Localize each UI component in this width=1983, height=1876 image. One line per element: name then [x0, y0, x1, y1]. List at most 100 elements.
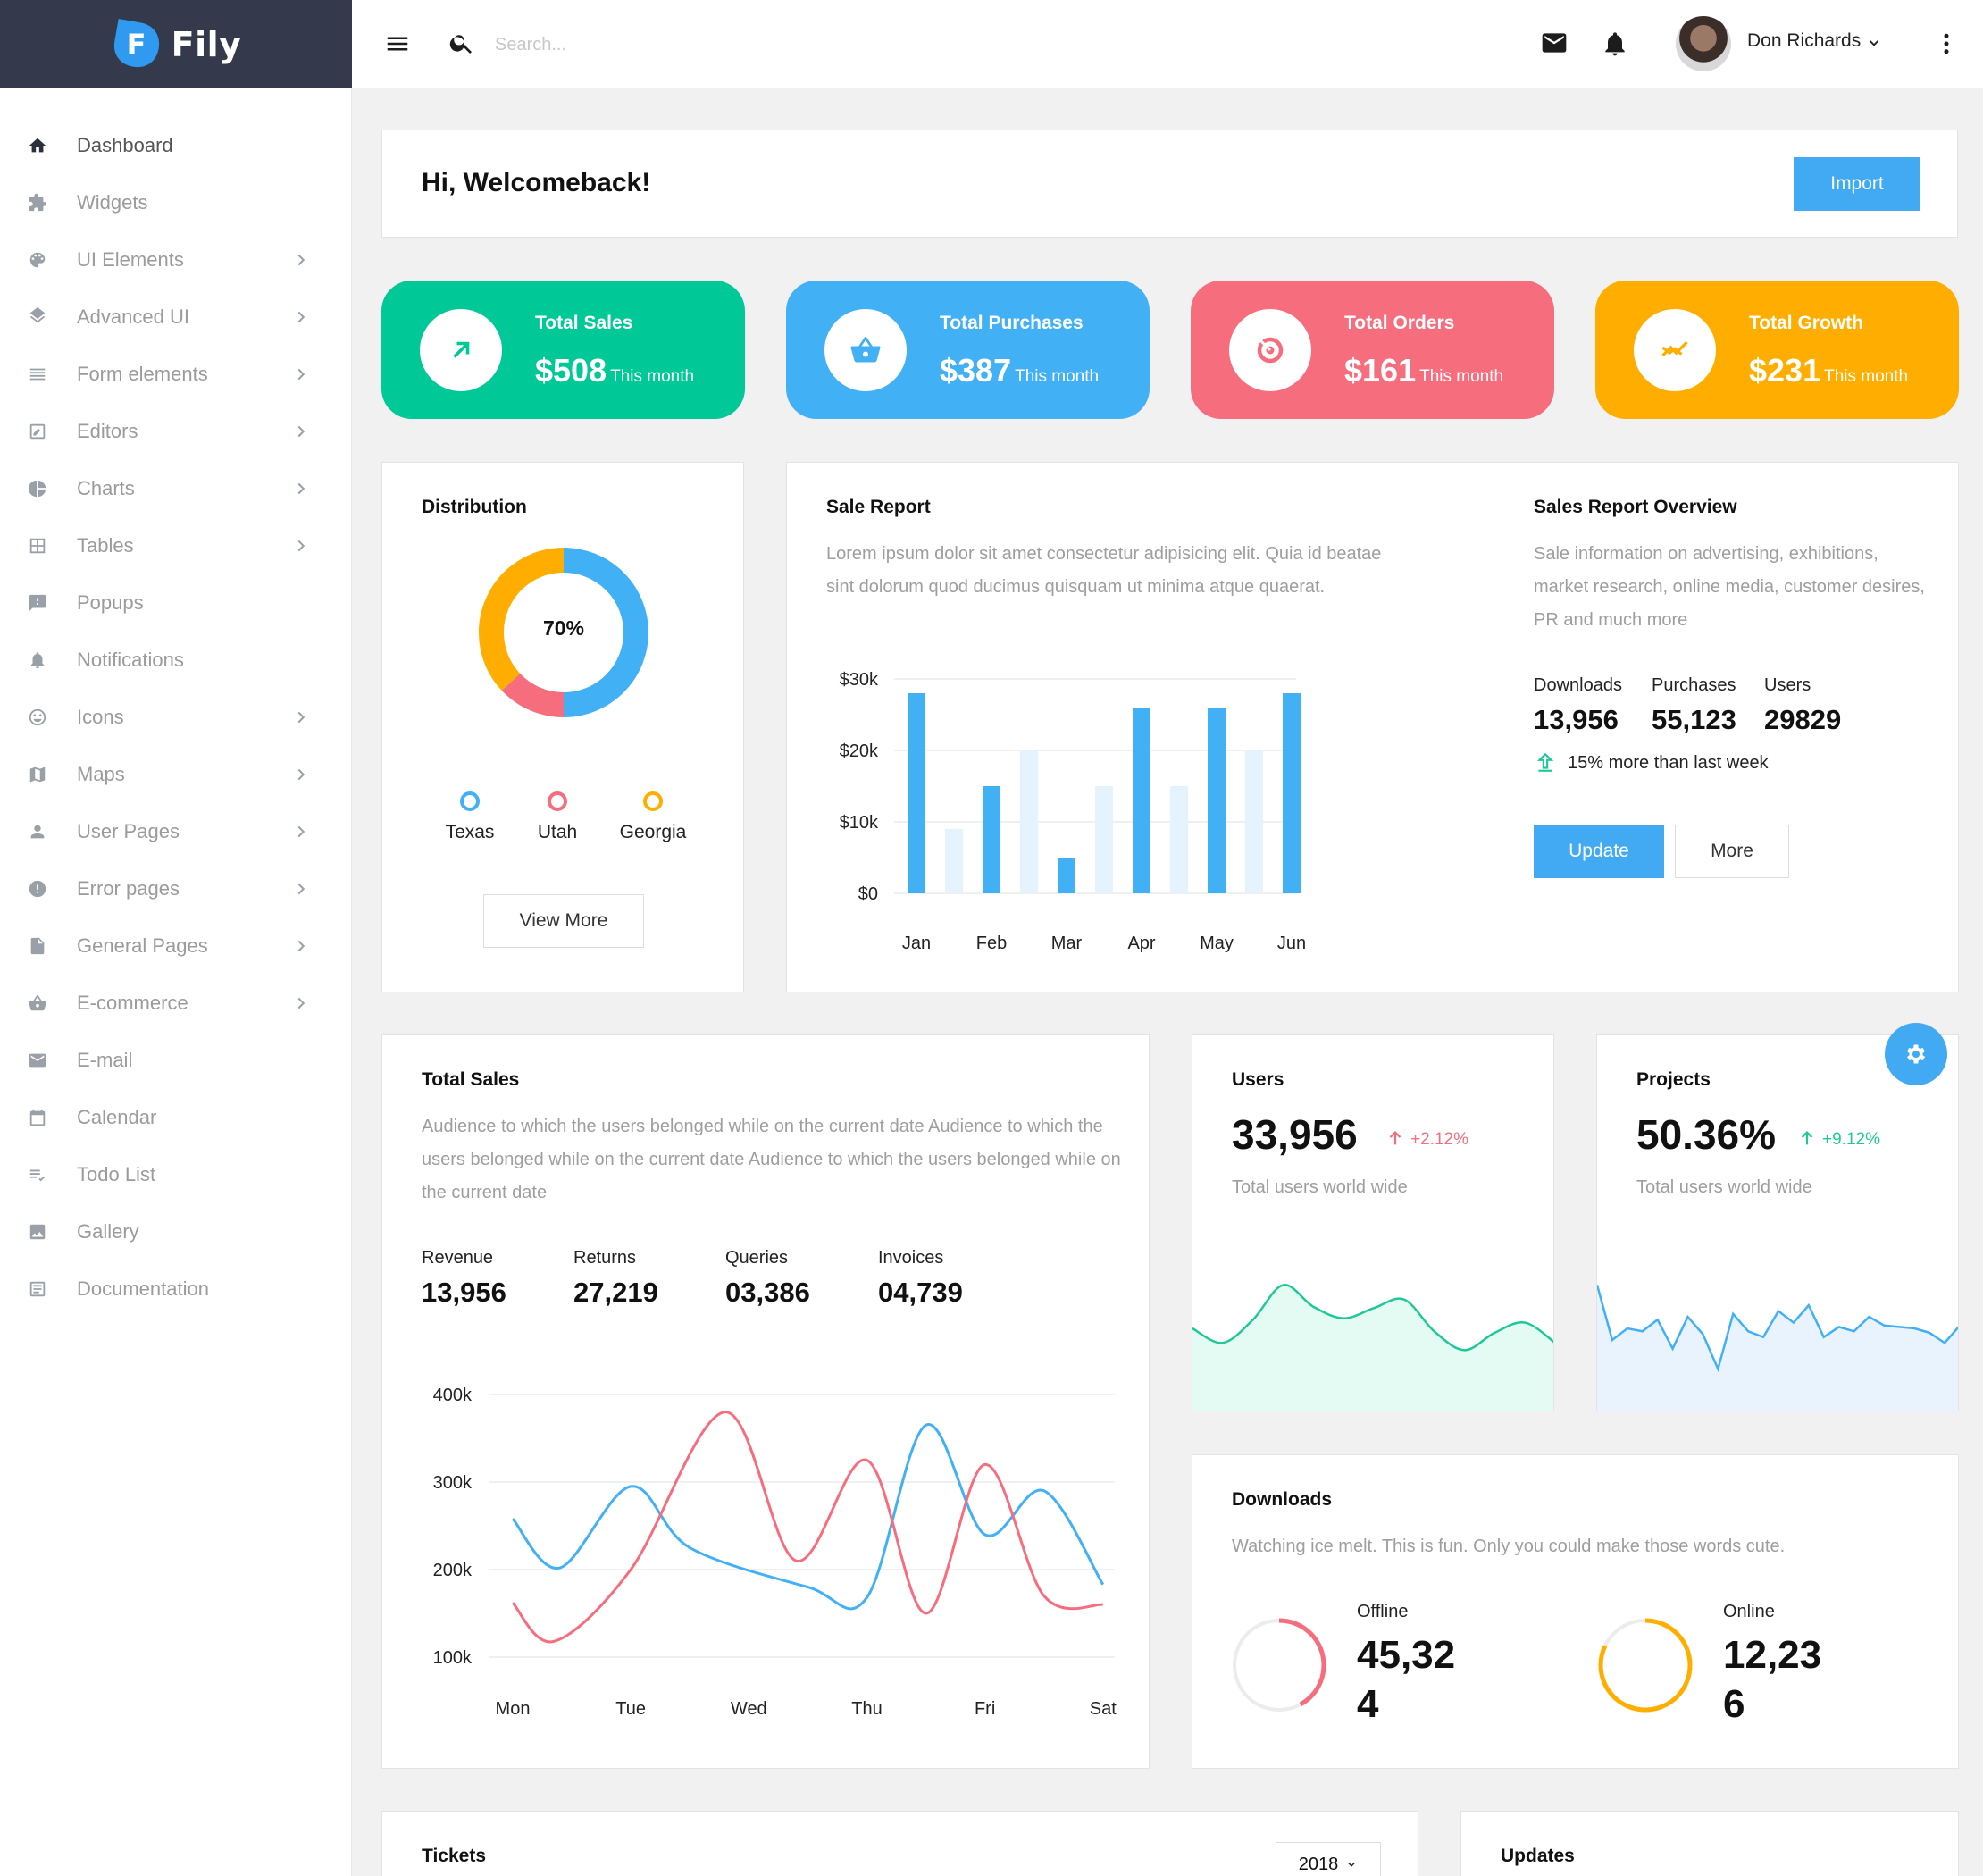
sidebar-item-user-pages[interactable]: User Pages [0, 803, 351, 860]
y-tick-label: 200k [433, 1561, 473, 1580]
trend-text: 15% more than last week [1568, 753, 1769, 773]
offline-label: Offline [1357, 1602, 1409, 1621]
sidebar-item-ui-elements[interactable]: UI Elements [0, 231, 351, 289]
calendar-icon [27, 1107, 48, 1128]
sidebar-item-label: E-mail [77, 1049, 133, 1071]
mail-icon[interactable] [1540, 29, 1569, 57]
sidebar-item-maps[interactable]: Maps [0, 746, 351, 803]
sidebar-item-tables[interactable]: Tables [0, 517, 351, 574]
offline-progress-ring [1232, 1618, 1326, 1713]
total-orders-value: $161 [1344, 352, 1417, 389]
sidebar-item-label: User Pages [77, 820, 180, 842]
sidebar-item-documentation[interactable]: Documentation [0, 1260, 351, 1318]
sidebar-item-advanced-ui[interactable]: Advanced UI [0, 289, 351, 346]
sidebar-item-widgets[interactable]: Widgets [0, 174, 351, 231]
sidebar-item-popups[interactable]: Popups [0, 574, 351, 632]
hamburger-menu-icon[interactable] [384, 30, 411, 57]
sidebar-item-general-pages[interactable]: General Pages [0, 917, 351, 975]
online-progress-ring [1598, 1618, 1693, 1713]
projects-title: Projects [1636, 1069, 1711, 1090]
year-select[interactable]: 2018 [1276, 1842, 1381, 1876]
downloads-card: Downloads Watching ice melt. This is fun… [1192, 1454, 1959, 1769]
chevron-right-icon [291, 708, 311, 727]
x-tick-label: Tue [615, 1699, 646, 1719]
list-icon [27, 364, 48, 385]
image-icon [27, 1221, 48, 1243]
sidebar-item-calendar[interactable]: Calendar [0, 1089, 351, 1146]
edit-icon [27, 421, 48, 442]
sparkline-line [1597, 1285, 1958, 1373]
total-orders-period: This month [1419, 367, 1504, 386]
total-sales-card[interactable]: Total Sales $508 This month [381, 281, 745, 419]
user-menu-chevron-down-icon[interactable] [1865, 34, 1883, 52]
projects-value: 50.36% [1636, 1111, 1777, 1158]
document-icon [27, 1278, 48, 1300]
sidebar-item-gallery[interactable]: Gallery [0, 1203, 351, 1260]
total-sales-line-chart: 100k 200k 300k 400k Mon Tue Wed Thu Fri Sat [433, 1386, 1117, 1719]
sidebar-item-editors[interactable]: Editors [0, 403, 351, 460]
bar [945, 829, 963, 893]
brand-letter: F [126, 27, 146, 62]
sidebar-item-e-mail[interactable]: E-mail [0, 1032, 351, 1089]
y-tick-label: $30k [840, 670, 879, 690]
more-button[interactable]: More [1675, 825, 1789, 878]
ring-progress [1598, 1618, 1693, 1713]
notification-bell-icon[interactable] [1601, 29, 1629, 59]
total-sales-metric-value: 27,219 [573, 1277, 658, 1308]
chevron-right-icon [291, 250, 311, 270]
sales-overview-description: Sale information on advertising, exhibit… [1534, 544, 1925, 630]
year-select-value: 2018 [1298, 1854, 1339, 1874]
total-purchases-card[interactable]: Total Purchases $387 This month [786, 281, 1150, 419]
sidebar-item-todo-list[interactable]: Todo List [0, 1146, 351, 1203]
sparkline-area [1597, 1285, 1958, 1411]
import-button[interactable]: Import [1794, 157, 1920, 211]
x-tick-label: Apr [1127, 934, 1155, 953]
donut-slice-georgia [479, 548, 565, 691]
checklist-icon [27, 1164, 48, 1185]
y-tick-label: 400k [433, 1386, 473, 1405]
sidebar-item-form-elements[interactable]: Form elements [0, 346, 351, 403]
projects-change: +9.12% [1822, 1130, 1880, 1149]
offline-value: 45,32 4 [1357, 1633, 1456, 1726]
bar [1058, 858, 1075, 893]
search-icon[interactable] [448, 29, 475, 56]
mail-icon [27, 1050, 48, 1071]
total-orders-card[interactable]: Total Orders $161 This month [1191, 281, 1554, 419]
sidebar-item-charts[interactable]: Charts [0, 460, 351, 517]
sidebar-item-e-commerce[interactable]: E-commerce [0, 975, 351, 1032]
sidebar-item-label: Maps [77, 763, 125, 785]
chevron-right-icon [291, 422, 311, 441]
avatar[interactable] [1676, 16, 1731, 71]
legend-marker-utah [548, 791, 567, 811]
y-tick-label: 300k [433, 1473, 473, 1493]
overview-metric-value: 29829 [1764, 704, 1842, 735]
update-button[interactable]: Update [1534, 825, 1664, 878]
user-name[interactable]: Don Richards [1747, 30, 1862, 51]
view-more-button[interactable]: View More [483, 894, 644, 948]
sidebar-item-label: Charts [77, 477, 135, 499]
total-growth-card[interactable]: Total Growth $231 This month [1595, 281, 1959, 419]
total-sales-value-row: $508 This month [535, 352, 694, 389]
y-tick-label: 100k [433, 1648, 473, 1668]
sidebar-item-icons[interactable]: Icons [0, 689, 351, 746]
x-tick-label: Feb [976, 934, 1007, 953]
more-vertical-icon[interactable] [1933, 30, 1960, 57]
x-tick-label: Jan [902, 934, 931, 953]
bell-icon [27, 649, 48, 671]
total-sales-description: Audience to which the users belonged whi… [422, 1117, 1121, 1202]
chevron-right-icon [291, 993, 311, 1013]
chevron-right-icon [291, 364, 311, 384]
settings-gear-icon[interactable] [1885, 1023, 1947, 1085]
search-input[interactable] [495, 27, 763, 63]
sidebar-item-dashboard[interactable]: Dashboard [0, 117, 351, 174]
sidebar-item-label: Error pages [77, 877, 180, 900]
users-value: 33,956 [1232, 1111, 1358, 1158]
distribution-card: Distribution 70% View More Texas Utah Geor… [381, 462, 744, 992]
sidebar-item-error-pages[interactable]: Error pages [0, 860, 351, 917]
sidebar-item-label: Editors [77, 420, 138, 442]
sidebar-item-notifications[interactable]: Notifications [0, 632, 351, 689]
brand[interactable]: F Fily [0, 0, 352, 88]
puzzle-icon [27, 192, 48, 214]
arrow-up-icon [1534, 750, 1557, 774]
chevron-right-icon [291, 765, 311, 784]
